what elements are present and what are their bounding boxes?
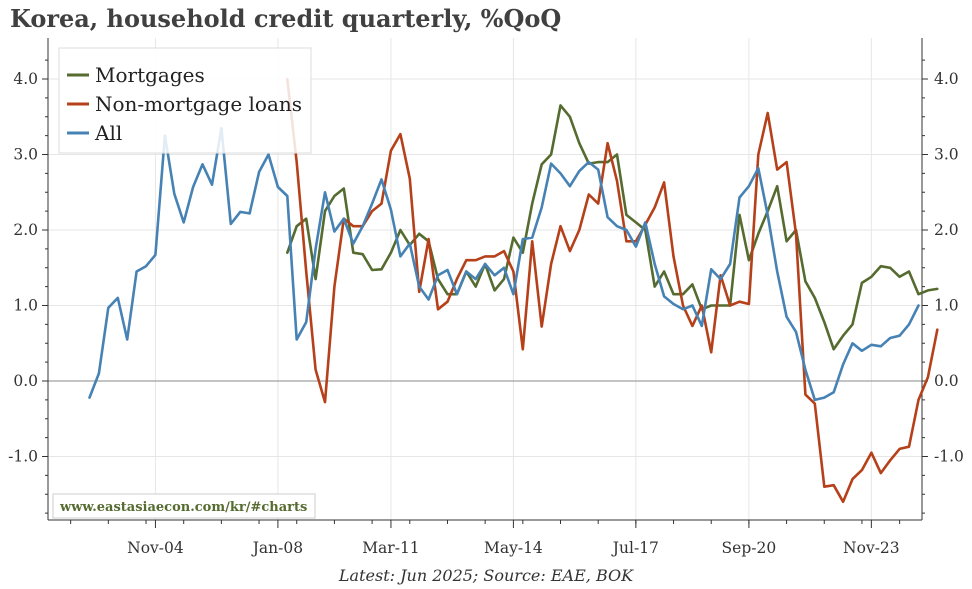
x-tick-label: Jan-08 [251, 539, 303, 557]
chart-title: Korea, household credit quarterly, %QoQ [10, 4, 562, 33]
x-tick-label: Sep-20 [722, 539, 777, 557]
legend-label-mortgages: Mortgages [95, 63, 205, 87]
y-tick-label-left: -1.0 [8, 448, 38, 466]
x-tick-label: Mar-11 [362, 539, 419, 557]
x-tick-label: May-14 [484, 539, 543, 557]
y-tick-label-right: 1.0 [934, 297, 959, 315]
series-line-mortgages [285, 104, 939, 351]
series-line-all [88, 126, 920, 402]
y-tick-label-right: 0.0 [934, 372, 959, 390]
legend-box [58, 47, 312, 154]
y-tick-label-right: 2.0 [934, 221, 959, 239]
axes: -1.0 -1.0 0.0 0.0 1.0 1.0 2.0 2.0 3.0 3.0 4.0 4.0 No… [8, 38, 964, 557]
series-lines [88, 77, 939, 504]
source-caption: Latest: Jun 2025; Source: EAE, BOK [338, 566, 634, 585]
y-tick-label-left: 0.0 [13, 372, 38, 390]
watermark-box: www.eastasiaecon.com/kr/#charts [52, 493, 316, 519]
legend-label-non-mortgage-loans: Non-mortgage loans [95, 92, 302, 116]
watermark-frame [52, 493, 316, 519]
series-line-non-mortgage-loans [285, 77, 939, 504]
y-tick-label-right: 3.0 [934, 146, 959, 164]
y-tick-label-right: 4.0 [934, 70, 959, 88]
y-tick-label-left: 1.0 [13, 297, 38, 315]
x-tick-label: Nov-04 [127, 539, 184, 557]
y-tick-label-left: 2.0 [13, 221, 38, 239]
y-tick-label-left: 4.0 [13, 70, 38, 88]
legend: Mortgages Non-mortgage loans All [58, 47, 312, 154]
x-tick-label: Nov-23 [843, 539, 900, 557]
x-tick-label: Jul-17 [611, 539, 659, 557]
y-tick-label-left: 3.0 [13, 146, 38, 164]
legend-label-all: All [94, 121, 122, 145]
watermark-text: www.eastasiaecon.com/kr/#charts [59, 500, 307, 515]
y-tick-label-right: -1.0 [934, 448, 964, 466]
